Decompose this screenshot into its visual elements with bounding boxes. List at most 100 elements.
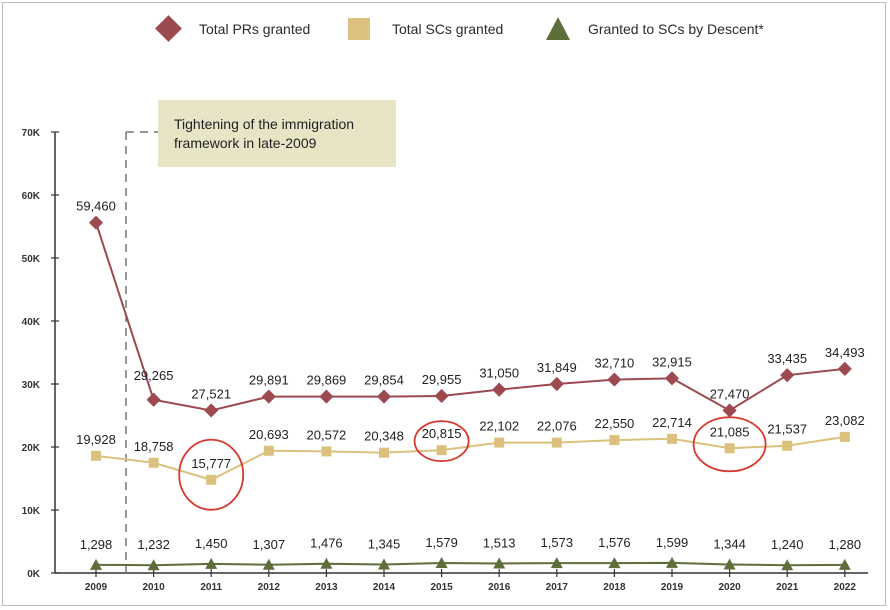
data-point-descent (262, 558, 275, 570)
data-point-scs (206, 474, 217, 485)
x-tick-label: 2017 (546, 582, 569, 593)
data-label-prs: 31,849 (537, 360, 577, 375)
data-label-prs: 29,854 (364, 373, 404, 388)
x-tick-label: 2019 (661, 582, 684, 593)
series-line-scs (95, 435, 845, 481)
data-point-descent (493, 557, 506, 569)
data-point-scs (667, 433, 677, 444)
data-point-scs (724, 443, 735, 454)
x-tick-label: 2012 (258, 582, 281, 593)
y-tick-label: 40K (22, 317, 41, 328)
data-point-descent (838, 558, 851, 570)
data-label-scs: 18,758 (134, 439, 174, 454)
series-layer (88, 215, 852, 571)
data-label-scs: 22,714 (652, 415, 692, 430)
data-label-prs: 29,891 (249, 373, 289, 388)
highlight-circles-layer (178, 416, 767, 511)
highlight-circle-2011 (178, 438, 245, 511)
data-label-scs: 21,085 (710, 424, 750, 439)
data-point-prs (88, 215, 104, 230)
y-axis-ticks: 0K 10K 20K 30K 40K 50K 60K 70K (22, 128, 59, 580)
data-point-scs (436, 445, 447, 456)
data-label-descent: 1,576 (598, 535, 631, 550)
data-label-scs: 19,928 (76, 432, 116, 447)
series-line-descent (95, 561, 845, 567)
x-tick-label: 2014 (373, 582, 396, 593)
data-point-prs (549, 376, 564, 392)
data-label-descent: 1,232 (137, 537, 170, 552)
x-tick-label: 2010 (142, 582, 165, 593)
data-label-prs: 32,915 (652, 354, 692, 369)
x-tick-label: 2021 (776, 582, 799, 593)
legend-item-descent: Granted to SCs by Descent* (546, 17, 764, 40)
data-point-prs (319, 389, 334, 404)
data-point-descent (435, 557, 448, 569)
data-point-descent (147, 559, 160, 571)
data-label-prs: 29,869 (307, 373, 347, 388)
x-axis-ticks: 2009 2010 2011 2012 2013 2014 2015 2016 2017 2018… (85, 569, 856, 593)
y-tick-label: 10K (22, 506, 41, 517)
data-point-prs (780, 368, 795, 383)
annotation-line-2: framework in late-2009 (174, 135, 317, 151)
annotation-background (158, 100, 396, 167)
legend: Total PRs granted Total SCs granted Gran… (155, 15, 764, 42)
legend-square-marker (348, 18, 370, 40)
data-point-descent (608, 557, 621, 569)
highlight-circle-2020 (692, 416, 767, 473)
data-point-scs (379, 447, 389, 458)
data-label-descent: 1,344 (713, 537, 746, 552)
y-tick-label: 30K (22, 380, 41, 391)
data-label-descent: 1,450 (195, 536, 228, 551)
data-point-prs (434, 388, 449, 404)
data-label-descent: 1,280 (829, 537, 862, 552)
data-label-descent: 1,573 (541, 535, 574, 550)
legend-label-prs: Total PRs granted (199, 21, 310, 37)
data-point-descent (781, 559, 794, 571)
series-line-prs (95, 222, 845, 412)
data-label-prs: 33,435 (767, 351, 807, 366)
y-tick-label: 0K (27, 569, 41, 580)
data-point-prs (376, 389, 392, 404)
data-label-scs: 15,777 (191, 456, 231, 471)
data-point-descent (378, 558, 390, 570)
data-label-prs: 29,955 (422, 372, 462, 387)
data-point-prs (607, 372, 622, 387)
annotation-line-1: Tightening of the immigration (174, 116, 354, 132)
legend-label-descent: Granted to SCs by Descent* (588, 21, 764, 37)
data-point-descent (723, 558, 736, 570)
data-label-descent: 1,599 (656, 535, 689, 550)
data-label-descent: 1,579 (425, 535, 458, 550)
x-tick-label: 2009 (85, 582, 108, 593)
legend-triangle-marker (546, 17, 570, 40)
data-point-scs (839, 431, 850, 442)
data-point-scs (609, 435, 620, 446)
x-tick-label: 2022 (834, 582, 857, 593)
data-point-descent (666, 556, 678, 568)
data-label-descent: 1,240 (771, 537, 804, 552)
data-label-descent: 1,476 (310, 536, 343, 551)
data-point-prs (664, 371, 680, 386)
data-point-prs (492, 382, 507, 397)
data-point-descent (90, 558, 102, 570)
data-label-scs: 22,102 (479, 419, 519, 434)
data-point-scs (551, 437, 562, 448)
data-point-scs (494, 437, 505, 448)
data-point-prs (722, 403, 737, 418)
data-label-prs: 34,493 (825, 345, 865, 360)
data-point-prs (837, 361, 852, 376)
x-tick-label: 2016 (488, 582, 511, 593)
data-point-scs (148, 457, 159, 468)
data-label-scs: 20,693 (249, 427, 289, 442)
data-label-descent: 1,298 (80, 537, 113, 552)
x-tick-label: 2015 (430, 582, 453, 593)
data-label-prs: 31,050 (479, 366, 519, 381)
data-label-prs: 32,710 (595, 356, 635, 371)
y-tick-label: 60K (22, 191, 41, 202)
data-labels-layer: 59,460 29,265 27,521 29,891 29,869 29,854 29,9… (76, 199, 865, 553)
x-tick-label: 2018 (603, 582, 626, 593)
data-point-descent (205, 557, 218, 569)
data-point-prs (204, 403, 219, 418)
y-tick-label: 50K (22, 254, 41, 265)
